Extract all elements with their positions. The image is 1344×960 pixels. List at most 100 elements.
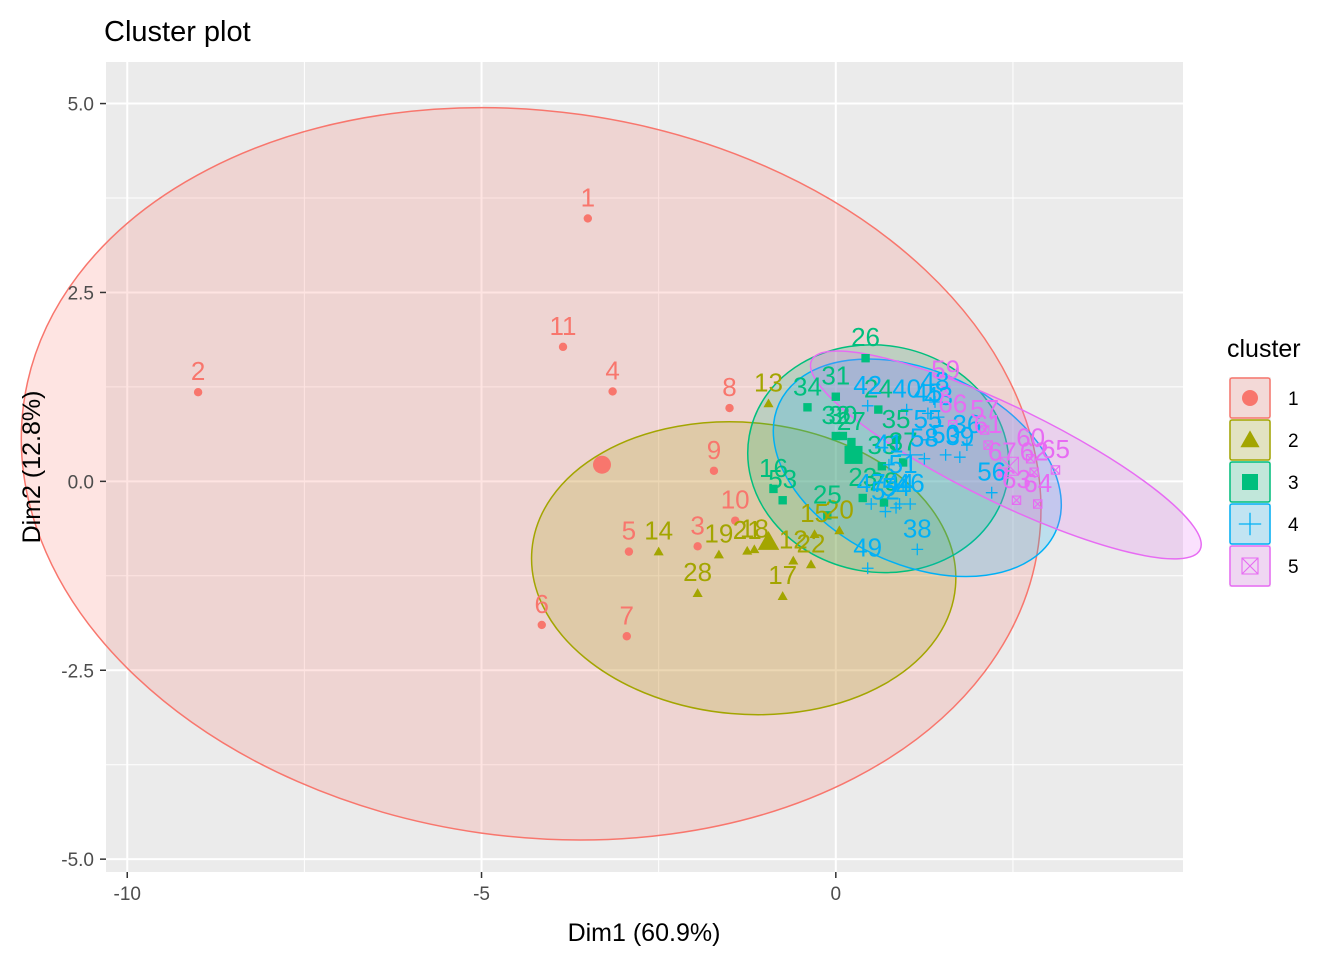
cluster-4-point-label: 46 — [896, 468, 925, 498]
cluster-4-point — [904, 498, 917, 510]
cluster-3-point — [874, 405, 883, 414]
cluster-3-point-label: 37 — [889, 426, 918, 456]
x-tick-label: -5 — [473, 884, 490, 905]
cluster-5-point-label: 59 — [931, 355, 960, 385]
cluster-1-point-label: 7 — [620, 600, 634, 630]
cluster-2-point — [763, 398, 774, 408]
legend-title: cluster — [1227, 335, 1301, 363]
cluster-4-point — [953, 451, 966, 464]
cluster-3-point — [898, 458, 908, 467]
cluster-1-point — [583, 214, 593, 223]
cluster-3-point-label: 29 — [870, 467, 899, 497]
cluster-4-point-label: 41 — [874, 429, 903, 459]
cluster-3-point-label: 34 — [793, 371, 822, 401]
legend-label-4: 4 — [1288, 515, 1299, 536]
cluster-3-point-label: 26 — [851, 322, 880, 352]
cluster-4-point-label: 43 — [924, 381, 953, 411]
cluster-3-point-label: 24 — [864, 374, 893, 404]
cluster-4-point — [861, 562, 874, 575]
cluster-ellipses — [20, 106, 1202, 841]
cluster-3-point-label: 33 — [867, 430, 896, 460]
cluster-4-point-label: 38 — [903, 513, 932, 543]
cluster-4-point — [890, 501, 902, 514]
cluster-3-point-label: 30 — [828, 400, 857, 430]
cluster-5-ellipse — [809, 350, 1202, 560]
cluster-5-point-label: 62 — [1020, 436, 1049, 466]
cluster-2-point — [742, 545, 753, 555]
cluster-3-point — [838, 431, 848, 441]
cluster-5-center — [999, 456, 1019, 476]
legend-label-3: 3 — [1288, 473, 1299, 494]
cluster-3-point — [831, 431, 841, 441]
cluster-points — [193, 214, 1061, 641]
cluster-4-point — [961, 439, 973, 451]
cluster-1-point-label: 2 — [191, 356, 205, 386]
cluster-3-point — [861, 353, 870, 363]
cluster-2-point-label: 21 — [733, 515, 762, 545]
cluster-1-point — [558, 342, 568, 352]
cluster-3-point-label: 25 — [813, 479, 842, 509]
cluster-1-point-label: 1 — [581, 182, 595, 212]
cluster-5-point-label: 61 — [974, 409, 1003, 439]
cluster-2-ellipse — [530, 421, 957, 716]
y-tick-label: 5.0 — [68, 95, 94, 116]
cluster-4-point — [900, 403, 913, 416]
chart-title: Cluster plot — [104, 16, 251, 48]
cluster-4-point-label: 39 — [945, 421, 974, 451]
cluster-5-point — [1033, 499, 1043, 509]
cluster-2-point-label: 22 — [797, 528, 826, 558]
cluster-5-point-label: 57 — [970, 394, 999, 424]
cluster-2-point — [777, 591, 788, 600]
cluster-3-point-label: 32 — [821, 400, 850, 430]
cluster-1-point — [537, 620, 546, 630]
cluster-1-point-label: 6 — [535, 589, 549, 619]
cluster-3-point-label: 16 — [759, 453, 788, 483]
cluster-3-point-label: 31 — [821, 361, 850, 391]
x-tick-label: 0 — [831, 884, 842, 905]
cluster-4-point — [865, 498, 878, 510]
cluster-5-point — [1050, 465, 1061, 475]
cluster-4-point-label: 50 — [931, 419, 960, 449]
cluster-3-point-label: 35 — [882, 404, 911, 434]
y-tick-label: -5.0 — [61, 850, 94, 871]
cluster-3-point — [858, 493, 867, 503]
legend-label-5: 5 — [1288, 557, 1299, 578]
cluster-2-point-label: 14 — [644, 516, 673, 546]
cluster-4-point-label: 40 — [892, 374, 921, 404]
cluster-3-ellipse — [746, 344, 1010, 574]
cluster-4-point-label: 36 — [952, 409, 981, 439]
y-tick-label: -2.5 — [61, 661, 94, 682]
cluster-4-ellipse — [772, 358, 1063, 578]
cluster-2-point — [809, 529, 820, 539]
cluster-4-point-label: 44 — [885, 468, 914, 498]
cluster-4-point — [897, 479, 910, 492]
cluster-2-point-label: 15 — [800, 498, 829, 528]
plot-panel — [106, 62, 1183, 872]
cluster-4-point — [922, 433, 934, 446]
cluster-1-point-label: 9 — [707, 435, 721, 465]
cluster-4-point — [861, 399, 874, 412]
cluster-4-point — [911, 543, 924, 556]
cluster-4-point-label: 51 — [889, 449, 918, 479]
legend-key-2-marker — [1240, 430, 1260, 448]
cluster-1-point-label: 8 — [722, 372, 736, 402]
grid-lines — [106, 62, 1183, 872]
legend-key-4-marker — [1238, 512, 1262, 536]
cluster-1-point-label: 4 — [605, 355, 619, 385]
cluster-4-point — [922, 407, 934, 420]
cluster-3-point-label: 27 — [837, 406, 866, 436]
cluster-2-point — [692, 588, 703, 597]
cluster-1-ellipse — [20, 106, 1042, 841]
cluster-4-point-label: 58 — [910, 423, 939, 453]
cluster-5-point-label: 63 — [1002, 464, 1031, 494]
cluster-2-point-label: 17 — [768, 560, 797, 590]
cluster-3-point-label: 23 — [848, 462, 877, 492]
cluster-5-point-label: 64 — [1023, 468, 1052, 498]
cluster-1-point — [624, 547, 634, 556]
y-tick-label: 0.0 — [68, 472, 94, 493]
cluster-4-point-label: 47 — [857, 468, 886, 498]
cluster-4-point-label: 56 — [977, 457, 1006, 487]
cluster-3-point — [769, 484, 778, 494]
cluster-2-point-label: 13 — [754, 368, 783, 398]
